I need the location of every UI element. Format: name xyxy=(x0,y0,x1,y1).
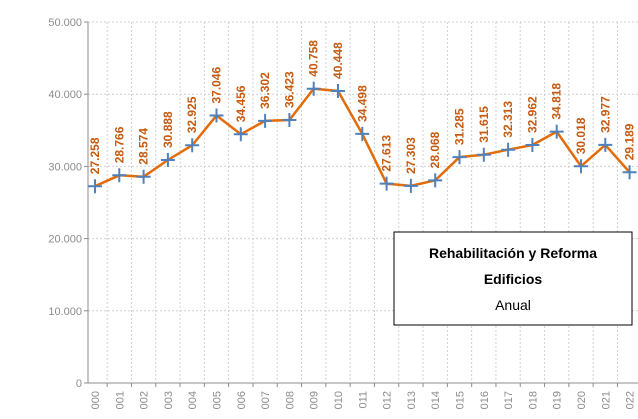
annotation-box xyxy=(393,231,633,326)
marker xyxy=(379,176,394,191)
marker xyxy=(622,165,637,180)
x-tick-label: 013 xyxy=(406,391,418,409)
data-label: 32.313 xyxy=(501,101,515,138)
data-label: 28.766 xyxy=(112,126,126,163)
x-tick-label: 011 xyxy=(357,391,369,409)
marker xyxy=(112,168,127,183)
data-label: 40.758 xyxy=(307,40,321,77)
marker xyxy=(88,179,102,194)
x-tick-label: 018 xyxy=(527,391,539,409)
data-label: 31.285 xyxy=(453,108,467,145)
marker xyxy=(331,83,345,98)
y-tick-label: 20.000 xyxy=(48,234,82,246)
y-tick-label: 40.000 xyxy=(48,89,82,101)
marker xyxy=(185,138,200,153)
x-tick-label: 022 xyxy=(625,391,637,409)
x-tick-label: 001 xyxy=(114,391,126,409)
data-label: 36.423 xyxy=(282,71,296,108)
marker xyxy=(233,127,248,142)
data-label: 28.574 xyxy=(137,128,151,165)
marker xyxy=(598,137,613,152)
x-tick-label: 008 xyxy=(284,391,296,409)
marker xyxy=(574,159,588,174)
x-tick-label: 021 xyxy=(600,391,612,409)
data-label: 32.977 xyxy=(598,96,612,133)
marker xyxy=(160,152,175,167)
y-tick-label: 10.000 xyxy=(48,306,82,318)
data-label: 30.018 xyxy=(574,117,588,154)
x-tick-label: 014 xyxy=(430,391,442,409)
data-label: 34.818 xyxy=(550,83,564,120)
y-tick-label: 50.000 xyxy=(48,17,82,29)
data-label: 34.456 xyxy=(234,85,248,122)
data-label: 40.448 xyxy=(331,42,345,79)
x-tick-label: 006 xyxy=(236,391,248,409)
data-label: 30.888 xyxy=(161,111,175,148)
x-tick-label: 009 xyxy=(309,391,321,409)
x-tick-label: 010 xyxy=(333,391,345,409)
y-tick-label: 30.000 xyxy=(48,161,82,173)
x-tick-label: 004 xyxy=(187,391,199,409)
data-label: 32.962 xyxy=(525,96,539,133)
data-label: 27.613 xyxy=(380,135,394,172)
x-tick-label: 020 xyxy=(576,391,588,409)
annotation-note: Anual xyxy=(495,297,531,313)
marker xyxy=(428,173,443,188)
x-tick-label: 007 xyxy=(260,391,272,409)
data-label: 28.068 xyxy=(428,131,442,168)
marker xyxy=(476,147,491,162)
data-label: 34.498 xyxy=(355,85,369,122)
x-tick-label: 003 xyxy=(163,391,175,409)
y-tick-label: 0 xyxy=(76,378,82,390)
x-tick-label: 000 xyxy=(90,391,102,409)
data-label: 36.302 xyxy=(258,72,272,109)
marker xyxy=(306,81,321,96)
marker xyxy=(525,138,540,153)
data-label: 37.046 xyxy=(210,66,224,103)
x-tick-label: 002 xyxy=(139,391,151,409)
marker xyxy=(209,108,224,123)
marker xyxy=(136,169,151,184)
data-label: 32.925 xyxy=(185,96,199,133)
x-tick-label: 017 xyxy=(503,391,515,409)
annotation-title: Rehabilitación y Reforma xyxy=(429,245,597,261)
marker xyxy=(549,124,564,139)
marker xyxy=(452,150,467,165)
x-tick-label: 012 xyxy=(382,391,394,409)
marker xyxy=(258,113,273,128)
data-label: 27.303 xyxy=(404,137,418,174)
annotation-subtitle: Edificios xyxy=(484,271,543,287)
data-label: 31.615 xyxy=(477,106,491,143)
marker xyxy=(282,113,297,128)
x-tick-label: 015 xyxy=(455,391,467,409)
x-tick-label: 016 xyxy=(479,391,491,409)
marker xyxy=(403,178,418,193)
data-label: 27.258 xyxy=(88,137,102,174)
marker xyxy=(501,142,516,157)
marker xyxy=(355,126,370,141)
x-tick-label: 019 xyxy=(552,391,564,409)
data-label: 29.189 xyxy=(623,123,637,160)
x-tick-label: 005 xyxy=(212,391,224,409)
